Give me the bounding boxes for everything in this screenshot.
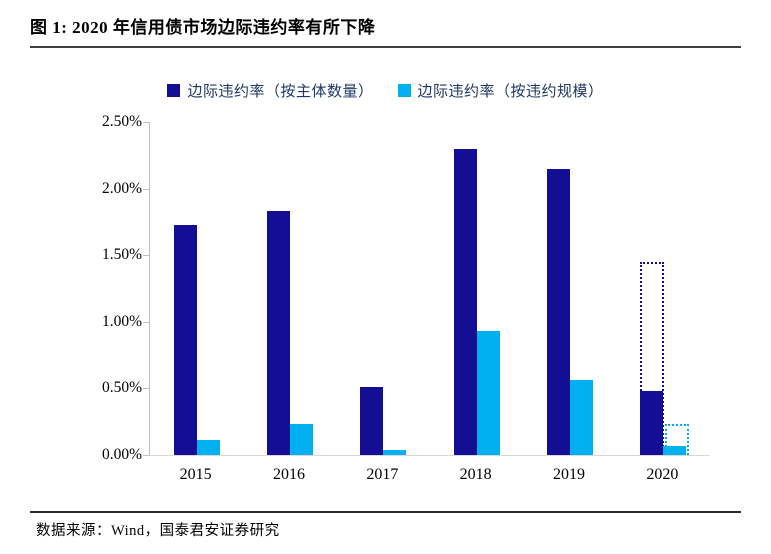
bar-chart-plot-area bbox=[149, 122, 710, 456]
y-axis-tick-label: 1.00% bbox=[101, 312, 142, 330]
x-axis-label-2016: 2016 bbox=[272, 466, 305, 483]
bar-2018-series-2 bbox=[476, 331, 500, 455]
legend-item-by-default-scale: 边际违约率（按违约规模） bbox=[397, 80, 604, 101]
y-axis-tick-mark bbox=[143, 455, 149, 456]
y-axis-tick-mark bbox=[143, 122, 149, 123]
y-axis-tick-label: 1.50% bbox=[101, 246, 142, 264]
title-divider bbox=[30, 46, 741, 48]
x-axis-label-2020: 2020 bbox=[646, 466, 679, 483]
y-axis-tick-mark bbox=[143, 388, 149, 390]
bar-2015-series-1 bbox=[173, 224, 197, 455]
x-axis-label-2017: 2017 bbox=[366, 466, 399, 483]
y-axis-tick-mark bbox=[143, 321, 149, 323]
chart-legend: 边际违约率（按主体数量） 边际违约率（按违约规模） bbox=[0, 80, 771, 101]
y-axis-tick-label: 0.50% bbox=[101, 379, 142, 397]
bar-2020-series-1 bbox=[640, 391, 664, 455]
x-axis-label-2015: 2015 bbox=[179, 466, 212, 483]
y-axis-tick-label: 2.50% bbox=[101, 113, 142, 130]
figure-title: 图 1: 2020 年信用债市场边际违约率有所下降 bbox=[30, 18, 376, 37]
bar-2019-series-1 bbox=[547, 168, 570, 455]
bar-2017-series-2 bbox=[383, 449, 407, 455]
y-axis-tick-label: 2.00% bbox=[101, 179, 142, 197]
legend-label: 边际违约率（按主体数量） bbox=[187, 84, 374, 100]
bar-2020-series-2 bbox=[663, 445, 687, 455]
y-axis-tick-label: 0.00% bbox=[101, 446, 142, 463]
data-source-note: 数据来源：Wind，国泰君安证券研究 bbox=[36, 523, 280, 539]
bar-2018-series-1 bbox=[453, 148, 477, 455]
bar-2016-series-1 bbox=[267, 211, 290, 455]
footer-divider bbox=[30, 511, 741, 513]
y-axis-tick-mark bbox=[143, 255, 149, 257]
legend-swatch-light-blue-icon bbox=[397, 84, 411, 97]
bar-2019-series-2 bbox=[570, 380, 593, 455]
bar-2016-series-2 bbox=[290, 424, 313, 455]
x-axis-label-2019: 2019 bbox=[552, 466, 585, 483]
legend-label: 边际违约率（按违约规模） bbox=[417, 84, 604, 100]
legend-swatch-dark-blue-icon bbox=[167, 84, 181, 97]
x-axis-label-2018: 2018 bbox=[459, 466, 492, 483]
bar-2017-series-1 bbox=[360, 387, 384, 455]
legend-item-by-issuer-count: 边际违约率（按主体数量） bbox=[167, 80, 373, 101]
bar-2015-series-2 bbox=[196, 440, 220, 455]
y-axis-tick-mark bbox=[143, 188, 149, 190]
